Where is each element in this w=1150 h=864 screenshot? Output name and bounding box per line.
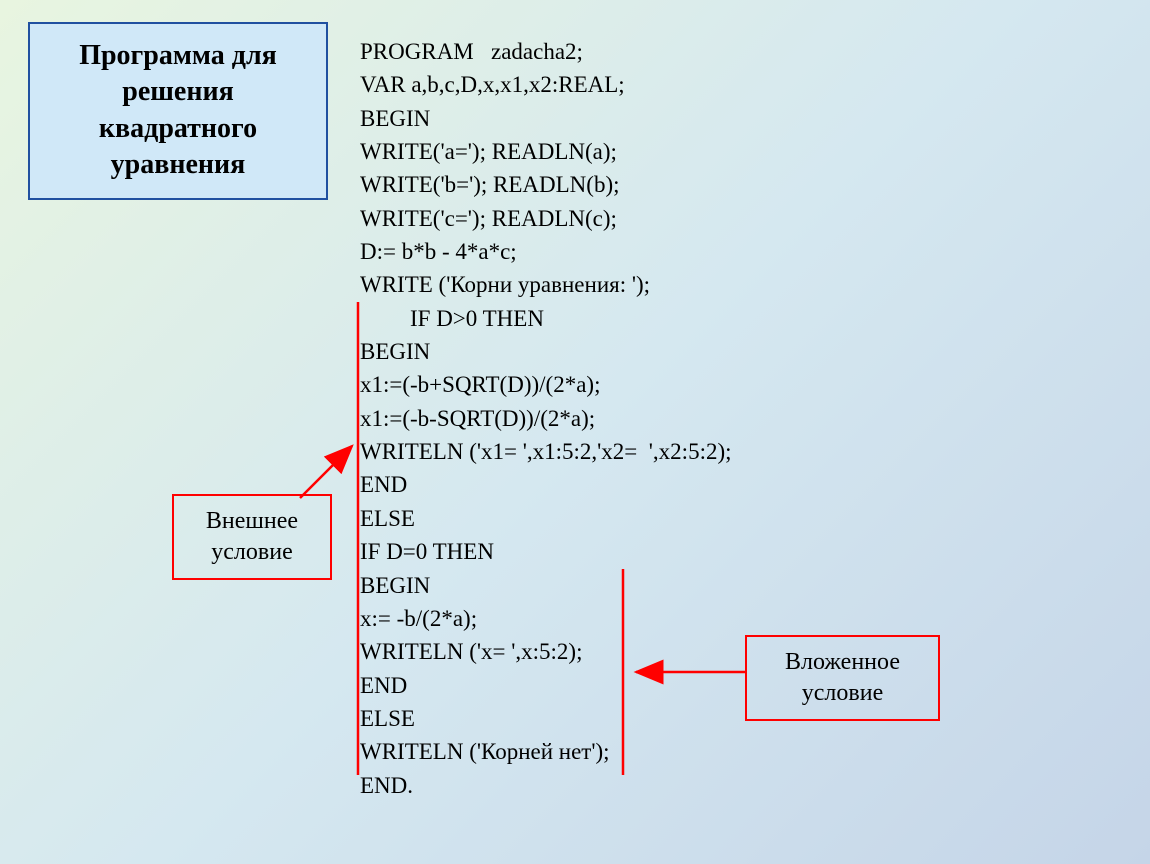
- code-block: PROGRAM zadacha2; VAR a,b,c,D,x,x1,x2:RE…: [360, 35, 732, 802]
- code-line: BEGIN: [360, 335, 732, 368]
- code-line: END: [360, 669, 732, 702]
- code-line: END: [360, 468, 732, 501]
- code-line: x1:=(-b-SQRT(D))/(2*a);: [360, 402, 732, 435]
- outer-arrow: [300, 446, 352, 498]
- inner-label-text: Вложенное условие: [785, 649, 900, 706]
- code-line: WRITELN ('x= ',x:5:2);: [360, 635, 732, 668]
- code-line: VAR a,b,c,D,x,x1,x2:REAL;: [360, 68, 732, 101]
- code-line: WRITE ('Корни уравнения: ');: [360, 268, 732, 301]
- title-text: Программа для решения квадратного уравне…: [79, 40, 277, 180]
- code-line: WRITE('a='); READLN(a);: [360, 135, 732, 168]
- code-line: ELSE: [360, 502, 732, 535]
- outer-label-text: Внешнее условие: [206, 508, 298, 565]
- code-line: WRITELN ('x1= ',x1:5:2,'x2= ',x2:5:2);: [360, 435, 732, 468]
- code-line: WRITE('c='); READLN(c);: [360, 202, 732, 235]
- code-line: END.: [360, 769, 732, 802]
- code-line: WRITELN ('Корней нет');: [360, 735, 732, 768]
- code-line: IF D=0 THEN: [360, 535, 732, 568]
- outer-condition-label: Внешнее условие: [172, 494, 332, 580]
- code-line: ELSE: [360, 702, 732, 735]
- code-line: IF D>0 THEN: [360, 302, 732, 335]
- code-line: x:= -b/(2*a);: [360, 602, 732, 635]
- code-line: WRITE('b='); READLN(b);: [360, 168, 732, 201]
- code-line: BEGIN: [360, 102, 732, 135]
- code-line: D:= b*b - 4*a*c;: [360, 235, 732, 268]
- code-line: x1:=(-b+SQRT(D))/(2*a);: [360, 368, 732, 401]
- inner-condition-label: Вложенное условие: [745, 635, 940, 721]
- code-line: BEGIN: [360, 569, 732, 602]
- code-line: PROGRAM zadacha2;: [360, 35, 732, 68]
- title-box: Программа для решения квадратного уравне…: [28, 22, 328, 200]
